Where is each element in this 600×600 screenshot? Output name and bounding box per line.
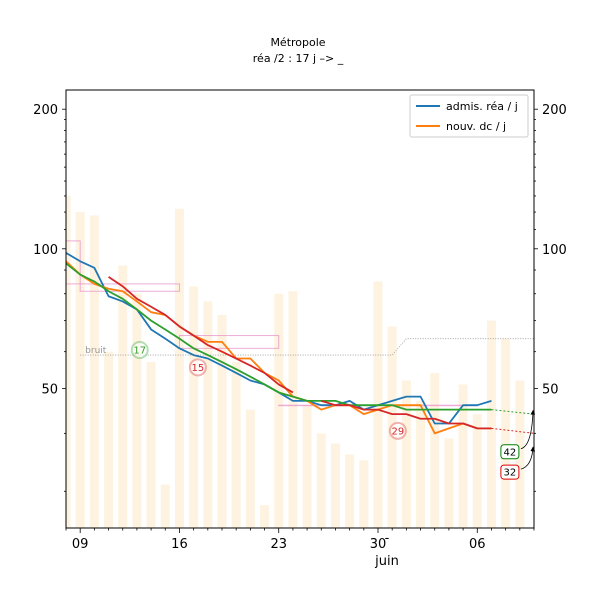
daily-bar bbox=[486, 320, 496, 528]
series-line-1 bbox=[66, 260, 492, 435]
daily-bar bbox=[189, 286, 199, 528]
daily-bar bbox=[231, 362, 241, 528]
series-line-3 bbox=[108, 276, 294, 394]
daily-bar bbox=[515, 380, 525, 528]
daily-bar bbox=[288, 291, 298, 528]
series-line-2 bbox=[66, 262, 492, 411]
daily-bar bbox=[66, 195, 71, 528]
daily-bar bbox=[174, 208, 184, 528]
daily-bar bbox=[330, 443, 340, 528]
daily-bar bbox=[444, 438, 454, 528]
daily-bar bbox=[458, 384, 468, 528]
noise-line bbox=[80, 338, 534, 356]
y-axis-right: 50 100 200 bbox=[534, 103, 567, 492]
daily-bar bbox=[89, 215, 99, 528]
noise-threshold: bruit bbox=[80, 338, 534, 356]
period-bubbles: 17 15 29 bbox=[130, 341, 407, 440]
end-arrow bbox=[520, 446, 536, 470]
y-tick-label: 50 bbox=[41, 382, 58, 397]
end-label-text: 42 bbox=[504, 447, 517, 458]
daily-bar bbox=[501, 338, 511, 528]
daily-bar bbox=[274, 293, 284, 528]
daily-bar bbox=[146, 362, 156, 528]
x-month-dash: - bbox=[385, 531, 390, 546]
daily-bar bbox=[359, 460, 369, 528]
daily-bars bbox=[66, 195, 525, 528]
daily-bar bbox=[217, 314, 227, 528]
y-tick-label: 100 bbox=[542, 243, 567, 258]
x-tick-label: 16 bbox=[171, 537, 188, 552]
period-bubble bbox=[188, 358, 207, 377]
daily-bar bbox=[104, 351, 114, 528]
x-tick-label: 30 bbox=[370, 537, 387, 552]
y-tick-label: 200 bbox=[33, 103, 58, 118]
period-bubble-label: 29 bbox=[391, 426, 404, 437]
series-lines bbox=[66, 252, 534, 435]
noise-label: bruit bbox=[85, 346, 107, 356]
range-box bbox=[79, 283, 180, 292]
daily-bar bbox=[430, 372, 440, 528]
y-tick-label: 200 bbox=[542, 103, 567, 118]
daily-bar bbox=[472, 414, 482, 528]
x-axis: 09 16 23 30 06 bbox=[65, 528, 535, 552]
plot-frame bbox=[65, 89, 535, 529]
y-tick-label: 50 bbox=[542, 382, 559, 397]
x-month-label: juin bbox=[374, 554, 399, 569]
daily-bar bbox=[260, 505, 270, 528]
x-tick-label: 23 bbox=[270, 537, 287, 552]
x-tick-label: 06 bbox=[469, 537, 486, 552]
x-tick-label: 09 bbox=[72, 537, 89, 552]
daily-bar bbox=[160, 484, 170, 528]
daily-bar bbox=[401, 380, 411, 528]
y-axis-left: 50 100 200 bbox=[33, 103, 66, 492]
end-label-box bbox=[500, 464, 520, 480]
daily-bar bbox=[132, 293, 142, 528]
daily-bar bbox=[316, 433, 326, 528]
range-box bbox=[178, 335, 280, 349]
daily-bar bbox=[245, 409, 255, 528]
daily-bar bbox=[118, 265, 128, 528]
range-box bbox=[66, 240, 81, 285]
daily-bar bbox=[302, 405, 312, 528]
legend-label-admissions: admis. réa / j bbox=[446, 100, 518, 113]
legend: admis. réa / j nouv. dc / j bbox=[409, 94, 529, 138]
period-bubble-label: 17 bbox=[133, 346, 146, 357]
daily-bar bbox=[416, 400, 426, 528]
projection-line-1 bbox=[491, 427, 534, 434]
period-bubble bbox=[130, 341, 149, 360]
end-label-box bbox=[500, 444, 520, 460]
series-line-4 bbox=[321, 399, 492, 430]
chart-subtitle: réa /2 : 17 j –> _ bbox=[253, 52, 344, 65]
chart-title: Métropole bbox=[270, 36, 325, 49]
daily-bar bbox=[345, 454, 355, 528]
daily-bar bbox=[75, 212, 85, 528]
projection-line-0 bbox=[491, 409, 534, 415]
end-label-text: 32 bbox=[504, 468, 517, 479]
range-boxes bbox=[66, 240, 478, 407]
daily-bar bbox=[203, 301, 213, 528]
period-bubble bbox=[388, 421, 407, 440]
period-bubble-label: 15 bbox=[192, 363, 205, 374]
end-arrow bbox=[520, 409, 536, 450]
end-labels: 42 32 bbox=[500, 409, 536, 480]
y-tick-label: 100 bbox=[33, 243, 58, 258]
legend-label-deaths: nouv. dc / j bbox=[446, 120, 506, 133]
